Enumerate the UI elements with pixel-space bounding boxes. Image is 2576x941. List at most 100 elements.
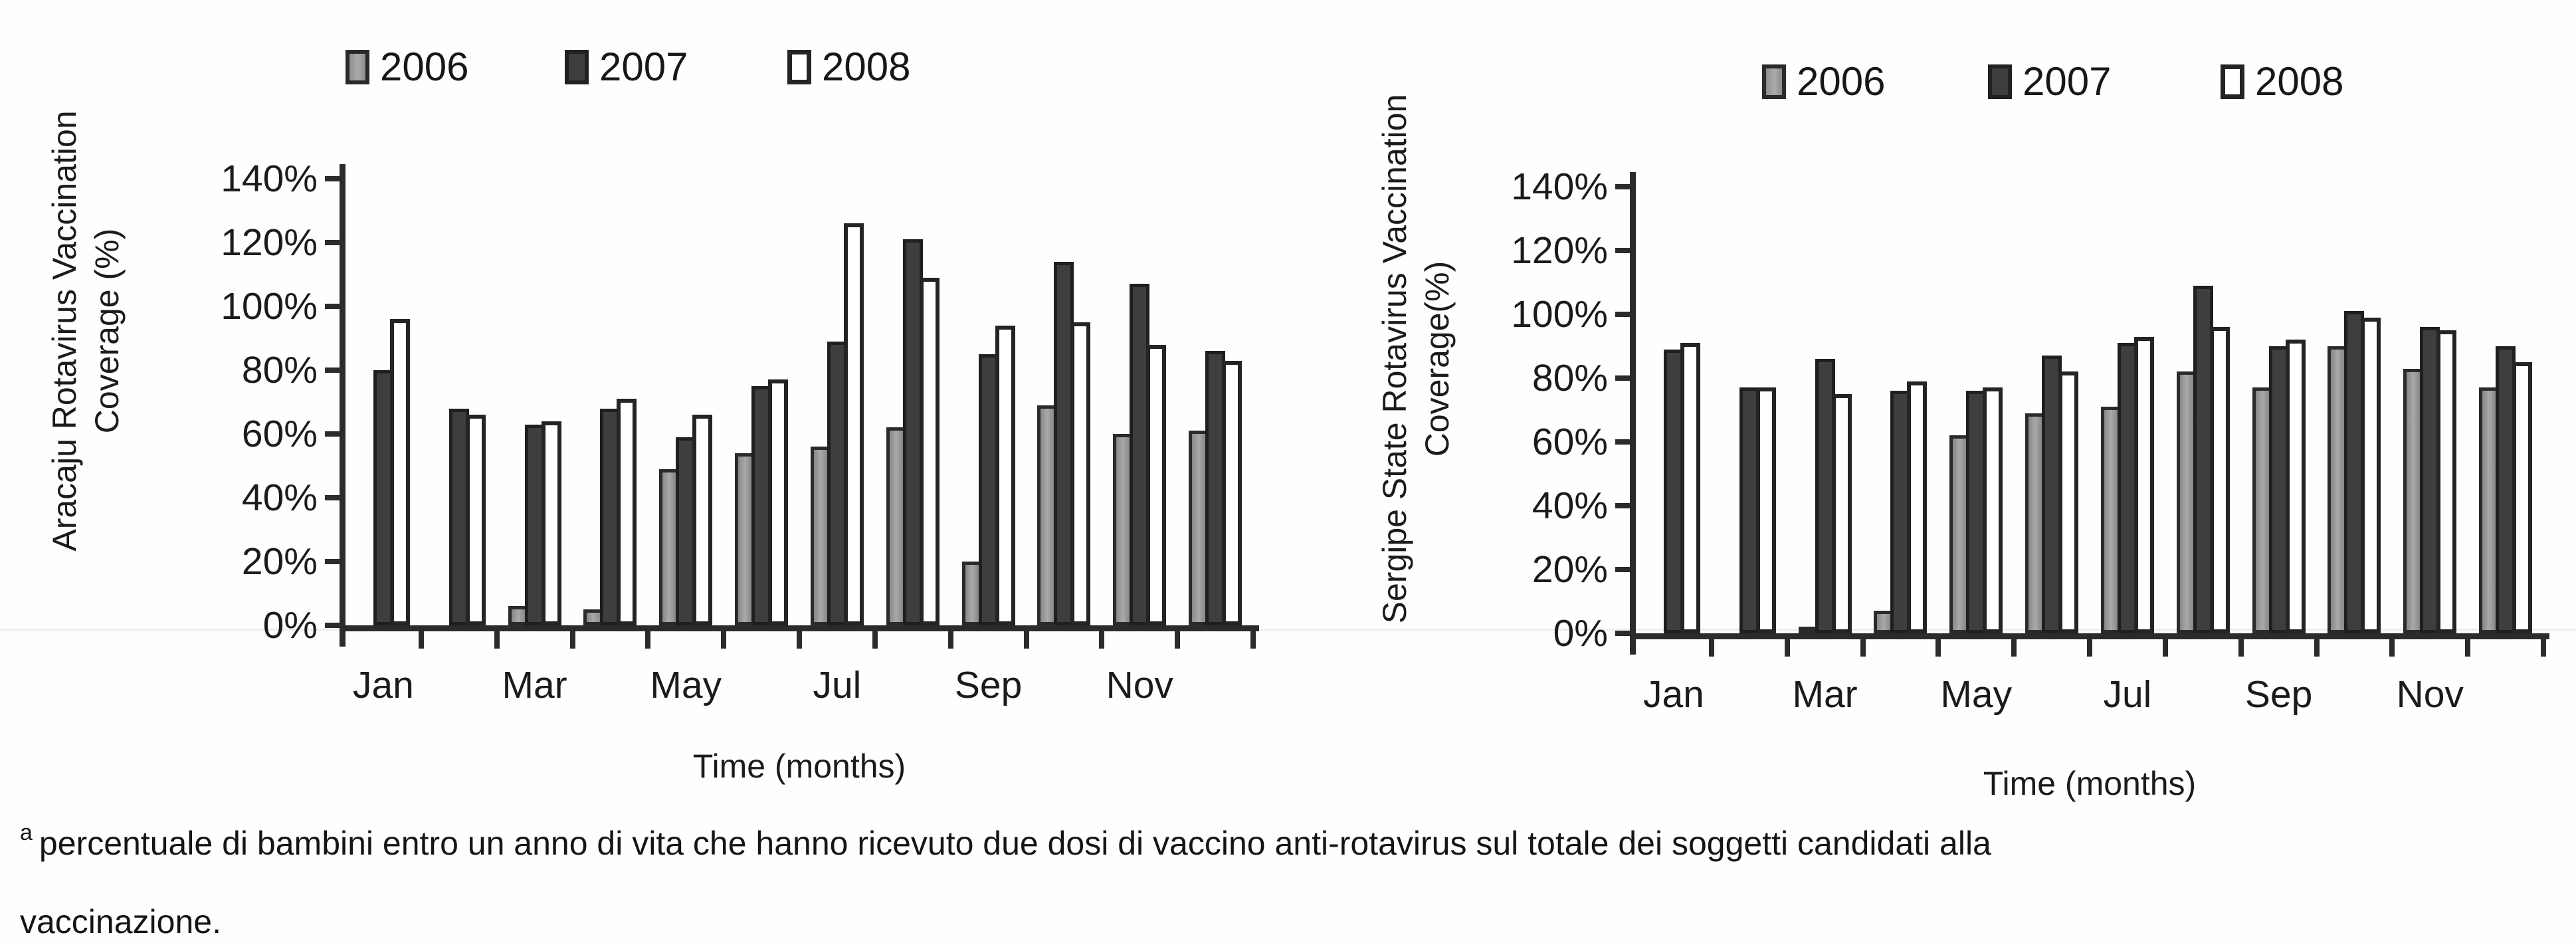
x-tick-mark	[721, 630, 727, 649]
y-tick-label: 0%	[262, 604, 318, 647]
x-axis-title: Time (months)	[1983, 765, 2197, 802]
x-tick-mark	[494, 630, 500, 649]
y-tick-label: 40%	[241, 476, 318, 519]
bar-2008-jan	[1680, 343, 1700, 633]
y-tick-label: 140%	[221, 157, 318, 200]
dark-filled-square-icon	[1988, 64, 2012, 99]
y-tick-mark	[325, 495, 340, 500]
bar-2008-sep	[995, 326, 1015, 625]
legend-item-2008: 2008	[787, 44, 910, 90]
x-tick-mark	[418, 630, 424, 649]
legend-label-2007: 2007	[599, 45, 688, 89]
y-tick-label: 80%	[241, 349, 318, 391]
y-tick-label: 140%	[1511, 165, 1608, 208]
bar-2008-dec	[1222, 361, 1242, 625]
y-tick-label: 80%	[1532, 357, 1608, 399]
x-tick-label-nov: Nov	[1106, 664, 1173, 706]
x-tick-mark	[2087, 638, 2092, 657]
x-tick-mark	[2314, 638, 2320, 657]
bar-2008-mar	[1832, 394, 1852, 633]
bar-2008-feb	[1756, 387, 1776, 633]
x-tick-mark	[947, 630, 953, 649]
bar-2008-may	[1983, 387, 2003, 633]
x-tick-label-may: May	[1940, 673, 2013, 716]
y-tick-mark	[1615, 567, 1630, 572]
y-tick-label: 20%	[241, 540, 318, 583]
bar-2008-jun	[768, 379, 788, 625]
x-tick-mark	[1099, 630, 1105, 649]
bar-2008-apr	[1907, 381, 1927, 633]
y-tick-mark	[325, 304, 340, 309]
y-axis-line	[1630, 172, 1636, 655]
y-tick-mark	[1615, 184, 1630, 189]
x-tick-mark	[2465, 638, 2471, 657]
x-axis-title: Time (months)	[692, 748, 906, 785]
x-tick-mark	[1250, 630, 1256, 649]
x-tick-mark	[1023, 630, 1029, 649]
bar-2008-may	[692, 415, 712, 625]
y-tick-label: 60%	[241, 413, 318, 455]
legend-label-2008: 2008	[822, 45, 911, 89]
x-tick-label-mar: Mar	[1792, 673, 1858, 716]
y-tick-label: 20%	[1532, 548, 1608, 591]
y-axis-title-text: Aracaju Rotavirus Vaccination	[46, 110, 83, 552]
y-tick-label: 40%	[1532, 484, 1608, 527]
bar-2008-nov	[1146, 345, 1166, 625]
y-axis-title-text: Coverage(%)	[1419, 261, 1456, 457]
bar-2008-jan	[390, 319, 410, 625]
bar-2008-dec	[2512, 362, 2532, 633]
legend-label-2006: 2006	[1797, 59, 1886, 104]
bar-2008-aug	[920, 278, 940, 625]
x-tick-mark	[797, 630, 802, 649]
legend-label-2007: 2007	[2023, 59, 2112, 104]
bar-2008-aug	[2210, 327, 2230, 633]
bar-2008-nov	[2436, 330, 2456, 633]
y-tick-mark	[1615, 312, 1630, 317]
y-tick-mark	[1615, 503, 1630, 508]
x-tick-mark	[2541, 638, 2546, 657]
x-tick-label-jan: Jan	[1642, 673, 1704, 716]
footnote-superscript-marker: a	[20, 820, 33, 845]
bar-2008-feb	[466, 415, 486, 625]
x-tick-label-may: May	[650, 664, 722, 706]
x-tick-mark	[1175, 630, 1181, 649]
white-outlined-square-icon	[2221, 64, 2244, 99]
footnote-text-line1: percentuale di bambini entro un anno di …	[39, 825, 1991, 862]
legend-item-2006: 2006	[1762, 58, 1885, 104]
y-tick-label: 100%	[1511, 293, 1608, 336]
x-tick-label-nov: Nov	[2396, 673, 2464, 716]
x-tick-mark	[645, 630, 651, 649]
x-axis-line	[340, 625, 1259, 631]
bar-2008-sep	[2286, 340, 2306, 633]
bar-2008-mar	[542, 421, 561, 625]
bar-2008-apr	[617, 399, 637, 625]
y-tick-label: 60%	[1532, 421, 1608, 463]
y-axis-title-text: Coverage (%)	[88, 228, 126, 434]
y-tick-mark	[325, 623, 340, 628]
scan-artifact-line	[0, 629, 2576, 631]
x-axis-line	[1630, 633, 2549, 639]
legend-item-2007: 2007	[1988, 58, 2111, 104]
y-tick-mark	[1615, 375, 1630, 381]
x-tick-mark	[1708, 638, 1714, 657]
bar-2008-oct	[2361, 318, 2381, 633]
y-tick-label: 100%	[221, 285, 318, 328]
y-tick-label: 120%	[221, 221, 318, 264]
x-tick-mark	[1784, 638, 1790, 657]
x-tick-mark	[2238, 638, 2244, 657]
y-axis-line	[340, 164, 346, 647]
x-tick-mark	[2011, 638, 2017, 657]
y-tick-mark	[1615, 248, 1630, 253]
x-tick-label-mar: Mar	[502, 664, 567, 706]
y-tick-mark	[325, 367, 340, 373]
bar-2008-oct	[1070, 322, 1090, 625]
x-tick-mark	[872, 630, 878, 649]
bar-2008-jul	[2134, 337, 2154, 633]
y-tick-mark	[325, 240, 340, 245]
gray-filled-square-icon	[1762, 64, 1786, 99]
x-tick-mark	[1935, 638, 1941, 657]
legend-label-2006: 2006	[380, 45, 469, 89]
y-tick-mark	[1615, 631, 1630, 636]
x-tick-label-sep: Sep	[2244, 673, 2313, 716]
